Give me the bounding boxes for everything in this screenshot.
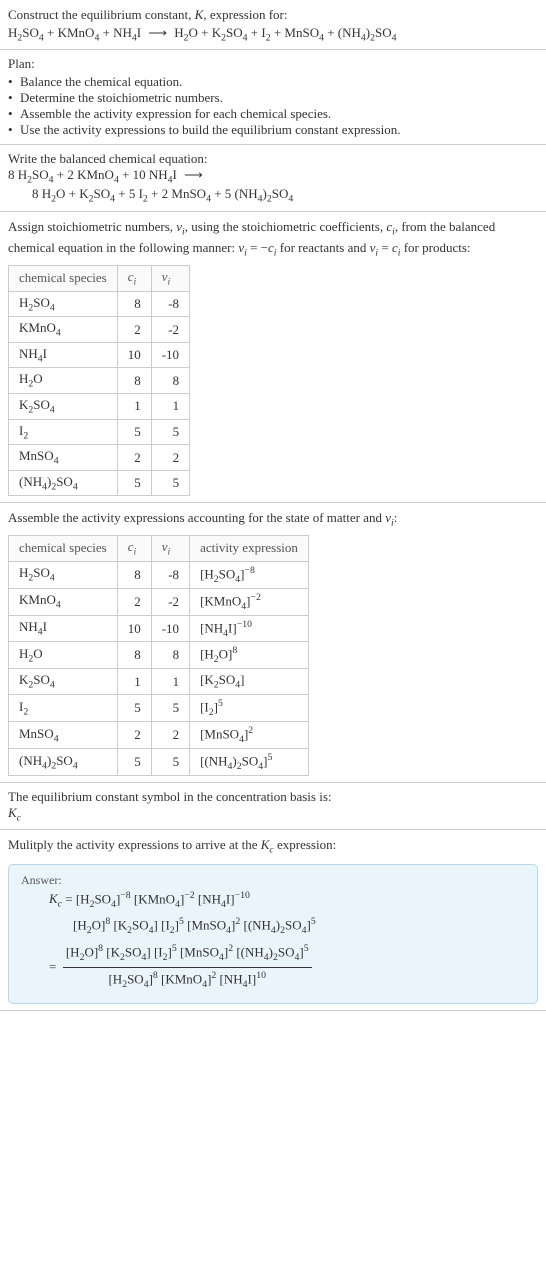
txt: Construct the equilibrium constant, xyxy=(8,7,195,22)
section-kc-symbol: The equilibrium constant symbol in the c… xyxy=(0,783,546,831)
answer-body: Kc = [H2SO4]−8 [KMnO4]−2 [NH4I]−10 [H2O]… xyxy=(21,888,525,993)
section-answer: Mulitply the activity expressions to arr… xyxy=(0,830,546,1011)
table-row: H2SO48-8[H2SO4]−8 xyxy=(9,561,309,588)
answer-line2: [H2O]8 [K2SO4] [I2]5 [MnSO4]2 [(NH4)2SO4… xyxy=(49,914,525,939)
plan-list: •Balance the chemical equation. •Determi… xyxy=(8,74,538,138)
answer-line3: = [H2O]8 [K2SO4] [I2]5 [MnSO4]2 [(NH4)2S… xyxy=(49,941,525,993)
activity-heading: Assemble the activity expressions accoun… xyxy=(8,509,538,531)
col-ci: ci xyxy=(117,536,151,562)
table-row: MnSO422[MnSO4]2 xyxy=(9,721,309,748)
table-row: (NH4)2SO455[(NH4)2SO4]5 xyxy=(9,748,309,775)
table-header-row: chemical species ci νi activity expressi… xyxy=(9,536,309,562)
unbalanced-equation: H2SO4 + KMnO4 + NH4I ⟶ H2O + K2SO4 + I2 … xyxy=(8,25,538,44)
balanced-heading: Write the balanced chemical equation: xyxy=(8,151,538,167)
table-row: MnSO422 xyxy=(9,445,190,471)
section-prompt: Construct the equilibrium constant, K, e… xyxy=(0,0,546,50)
col-ci: ci xyxy=(117,266,151,292)
table-row: K2SO411[K2SO4] xyxy=(9,669,309,695)
plan-heading: Plan: xyxy=(8,56,538,72)
answer-fraction: [H2O]8 [K2SO4] [I2]5 [MnSO4]2 [(NH4)2SO4… xyxy=(63,941,312,993)
section-stoich: Assign stoichiometric numbers, νi, using… xyxy=(0,212,546,504)
col-species: chemical species xyxy=(9,536,118,562)
txt: , expression for: xyxy=(203,7,287,22)
stoich-table: chemical species ci νi H2SO48-8 KMnO42-2… xyxy=(8,265,190,496)
answer-box: Answer: Kc = [H2SO4]−8 [KMnO4]−2 [NH4I]−… xyxy=(8,864,538,1004)
activity-table: chemical species ci νi activity expressi… xyxy=(8,535,309,776)
col-activity: activity expression xyxy=(190,536,309,562)
table-row: H2SO48-8 xyxy=(9,291,190,317)
section-balanced: Write the balanced chemical equation: 8 … xyxy=(0,145,546,211)
table-row: I255 xyxy=(9,419,190,445)
kc-symbol: Kc xyxy=(8,805,538,824)
stoich-paragraph: Assign stoichiometric numbers, νi, using… xyxy=(8,218,538,261)
plan-item: •Use the activity expressions to build t… xyxy=(8,122,538,138)
table-row: NH4I10-10[NH4I]−10 xyxy=(9,615,309,642)
table-row: KMnO42-2[KMnO4]−2 xyxy=(9,588,309,615)
balanced-equation-line1: 8 H2SO4 + 2 KMnO4 + 10 NH4I ⟶ xyxy=(8,167,538,186)
plan-item: •Balance the chemical equation. xyxy=(8,74,538,90)
table-row: NH4I10-10 xyxy=(9,342,190,368)
balanced-equation-line2: 8 H2O + K2SO4 + 5 I2 + 2 MnSO4 + 5 (NH4)… xyxy=(8,186,538,205)
col-vi: νi xyxy=(151,266,189,292)
answer-line1: Kc = [H2SO4]−8 [KMnO4]−2 [NH4I]−10 xyxy=(49,888,525,913)
table-header-row: chemical species ci νi xyxy=(9,266,190,292)
col-species: chemical species xyxy=(9,266,118,292)
plan-item: •Assemble the activity expression for ea… xyxy=(8,106,538,122)
prompt-line: Construct the equilibrium constant, K, e… xyxy=(8,6,538,25)
plan-item: •Determine the stoichiometric numbers. xyxy=(8,90,538,106)
section-activity: Assemble the activity expressions accoun… xyxy=(0,503,546,782)
answer-label: Answer: xyxy=(21,873,525,888)
table-row: KMnO42-2 xyxy=(9,317,190,343)
table-row: K2SO411 xyxy=(9,394,190,420)
section-plan: Plan: •Balance the chemical equation. •D… xyxy=(0,50,546,145)
table-row: H2O88[H2O]8 xyxy=(9,642,309,669)
col-vi: νi xyxy=(151,536,189,562)
multiply-line: Mulitply the activity expressions to arr… xyxy=(8,836,538,858)
table-row: H2O88 xyxy=(9,368,190,394)
table-row: (NH4)2SO455 xyxy=(9,470,190,496)
kc-line: The equilibrium constant symbol in the c… xyxy=(8,789,538,805)
table-row: I255[I2]5 xyxy=(9,695,309,722)
